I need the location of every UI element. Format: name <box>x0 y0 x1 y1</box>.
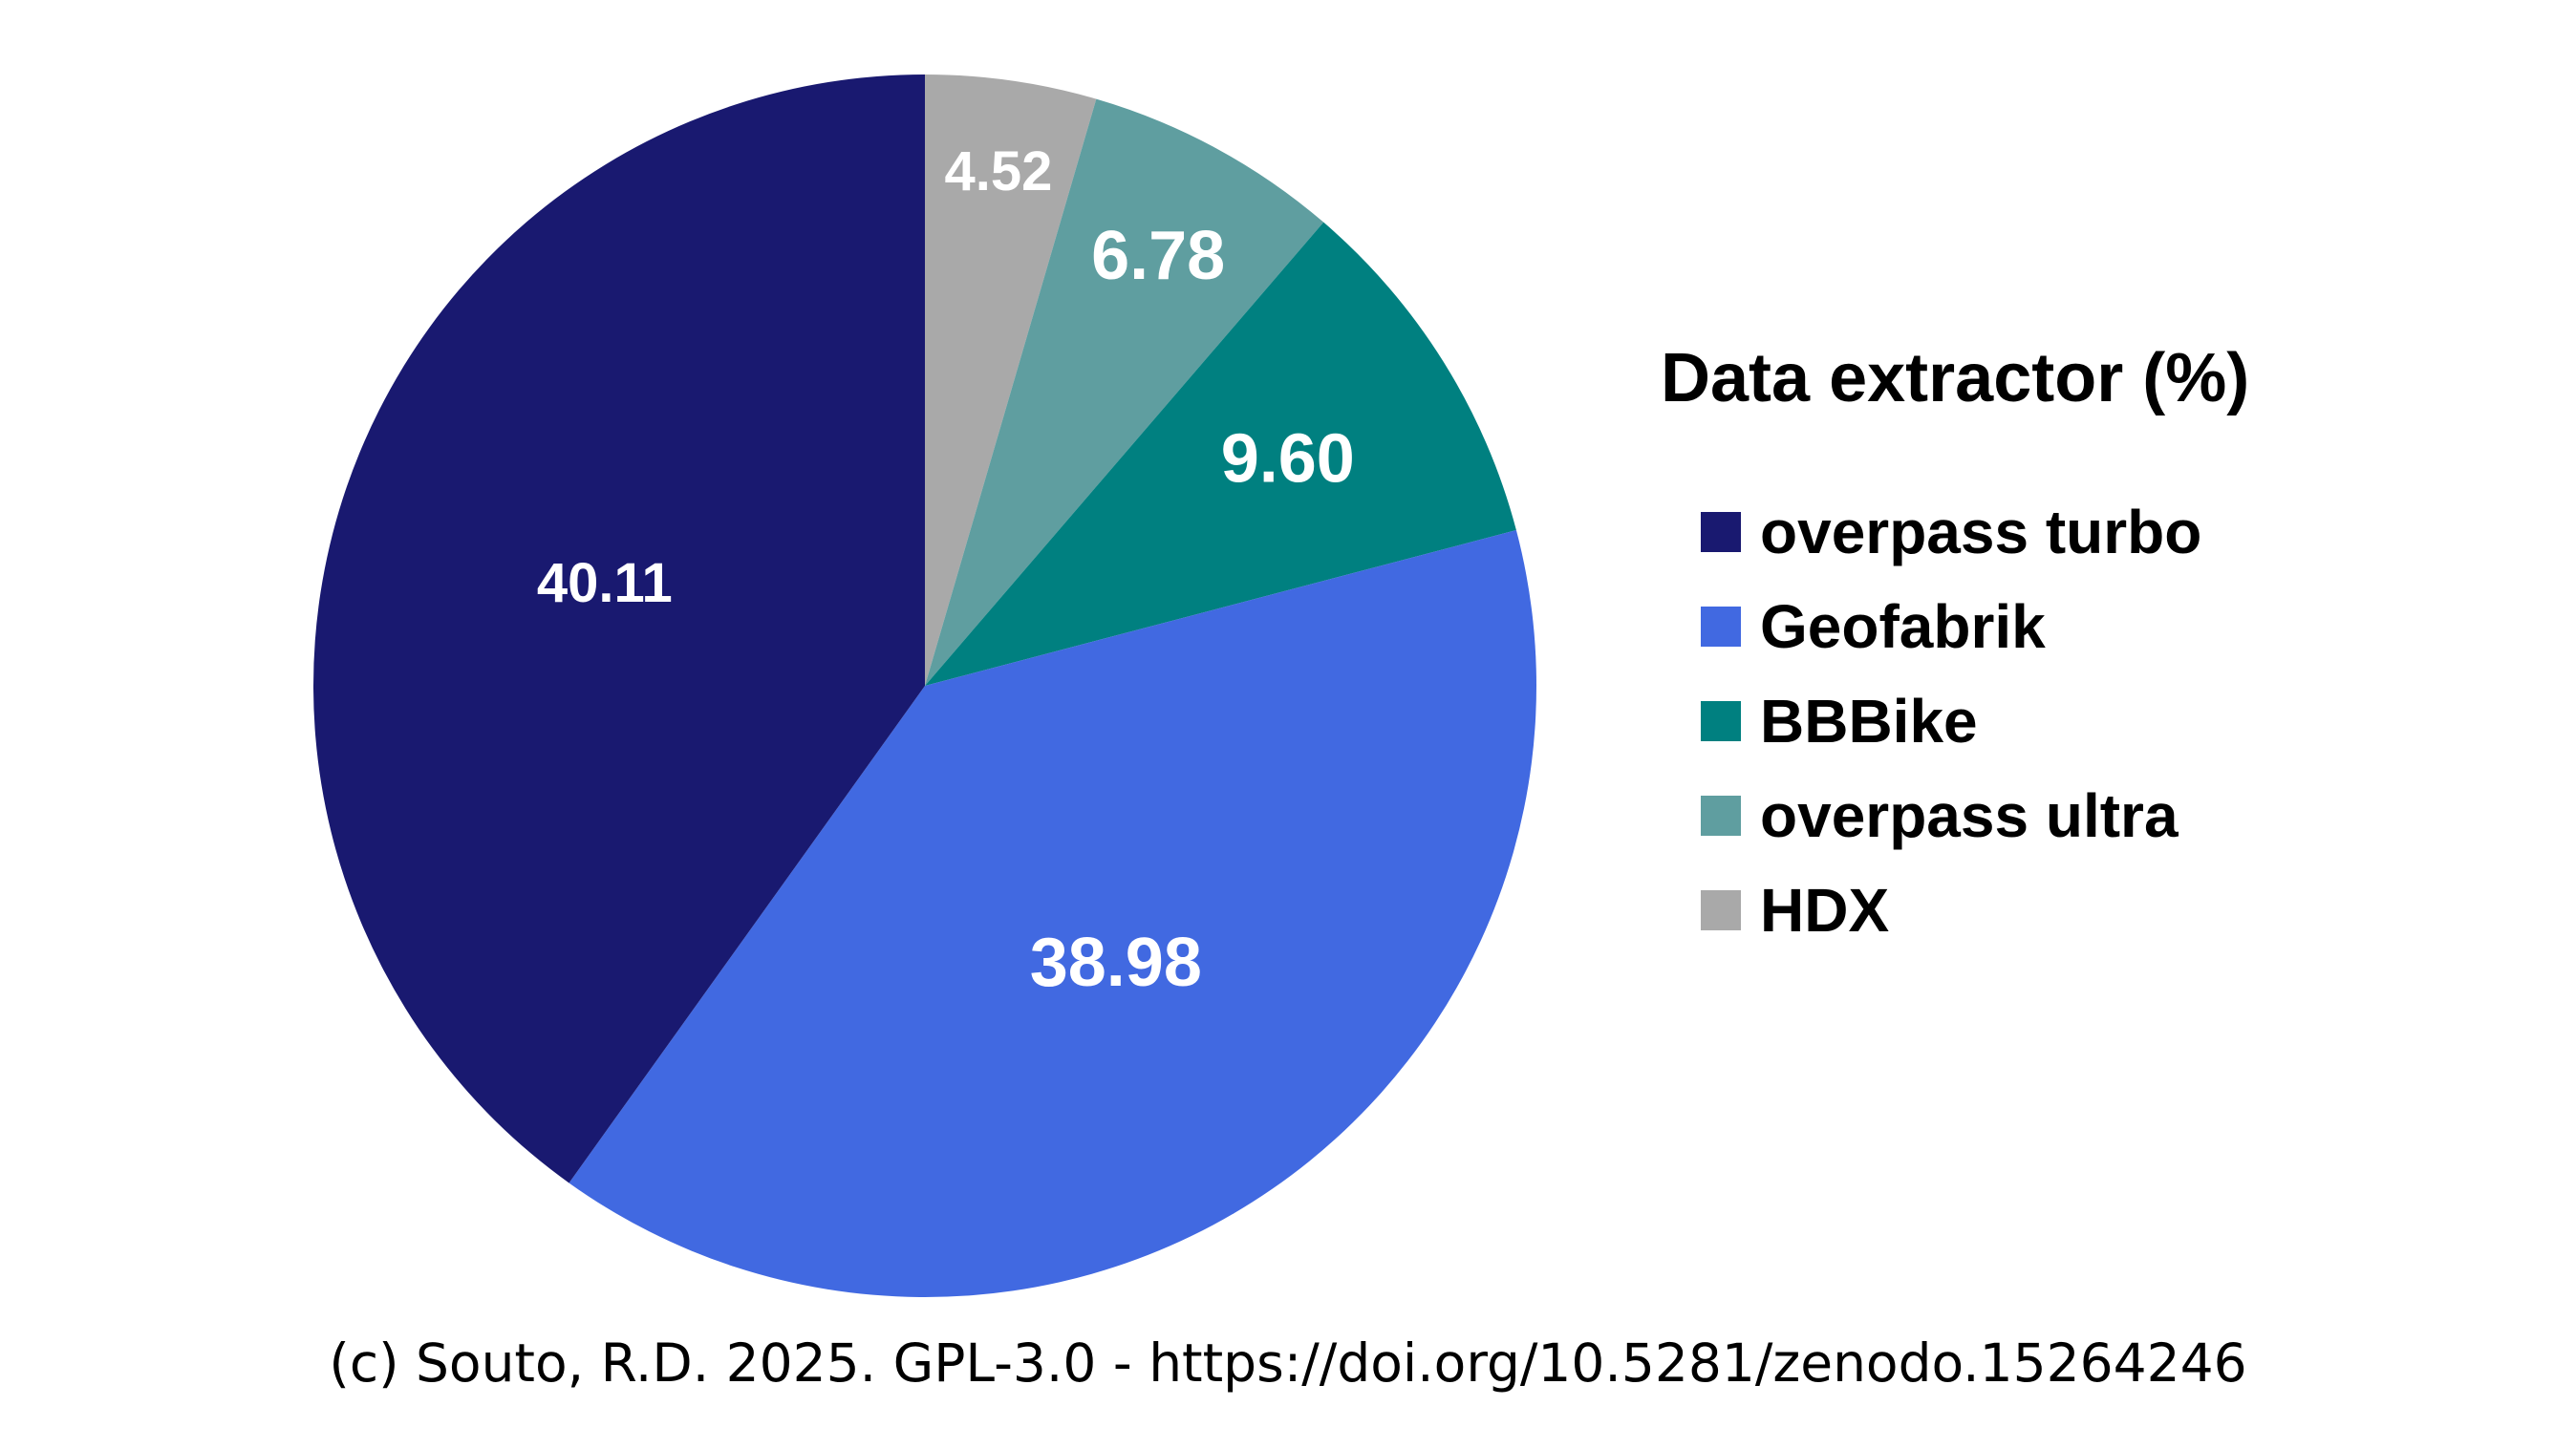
legend-title: Data extractor (%) <box>1661 340 2249 416</box>
slice-value-label-overpass-turbo: 40.11 <box>537 552 673 614</box>
slice-value-label-overpass-ultra: 6.78 <box>1091 218 1225 294</box>
pie-slice-overpass-ultra <box>925 98 1324 687</box>
legend-swatch-geofabrik <box>1701 607 1741 647</box>
legend-item-geofabrik: Geofabrik <box>1701 592 2046 661</box>
slice-value-label-geofabrik: 38.98 <box>1030 925 1202 1001</box>
slice-value-label-hdx: 4.52 <box>945 140 1053 202</box>
legend-items: overpass turbo Geofabrik BBBike overpass ul… <box>1701 498 2201 945</box>
pie-slices <box>313 75 1536 1297</box>
copyright-footer: (c) Souto, R.D. 2025. GPL-3.0 - https://… <box>329 1332 2247 1394</box>
pie-slice-labels: 4.52 6.78 9.60 38.98 40.11 <box>537 140 1355 1001</box>
legend-item-overpass-ultra: overpass ultra <box>1701 781 2179 850</box>
legend-label-overpass-turbo: overpass turbo <box>1760 498 2201 566</box>
legend-label-overpass-ultra: overpass ultra <box>1760 781 2179 850</box>
pie-slice-geofabrik <box>569 530 1536 1297</box>
slice-value-label-bbbike: 9.60 <box>1221 420 1355 497</box>
legend-item-bbbike: BBBike <box>1701 687 1978 756</box>
legend: Data extractor (%) overpass turbo Geofabr… <box>1661 340 2249 945</box>
legend-swatch-overpass-ultra <box>1701 796 1741 836</box>
legend-item-hdx: HDX <box>1701 876 1889 945</box>
legend-label-hdx: HDX <box>1760 876 1889 945</box>
legend-swatch-hdx <box>1701 890 1741 930</box>
legend-label-geofabrik: Geofabrik <box>1760 592 2046 661</box>
legend-swatch-overpass-turbo <box>1701 512 1741 552</box>
pie-slice-bbbike <box>925 222 1516 687</box>
legend-swatch-bbbike <box>1701 701 1741 741</box>
pie-slice-hdx <box>925 75 1097 686</box>
pie-slice-overpass-turbo <box>313 75 926 1183</box>
legend-label-bbbike: BBBike <box>1760 687 1978 756</box>
legend-item-overpass-turbo: overpass turbo <box>1701 498 2201 566</box>
